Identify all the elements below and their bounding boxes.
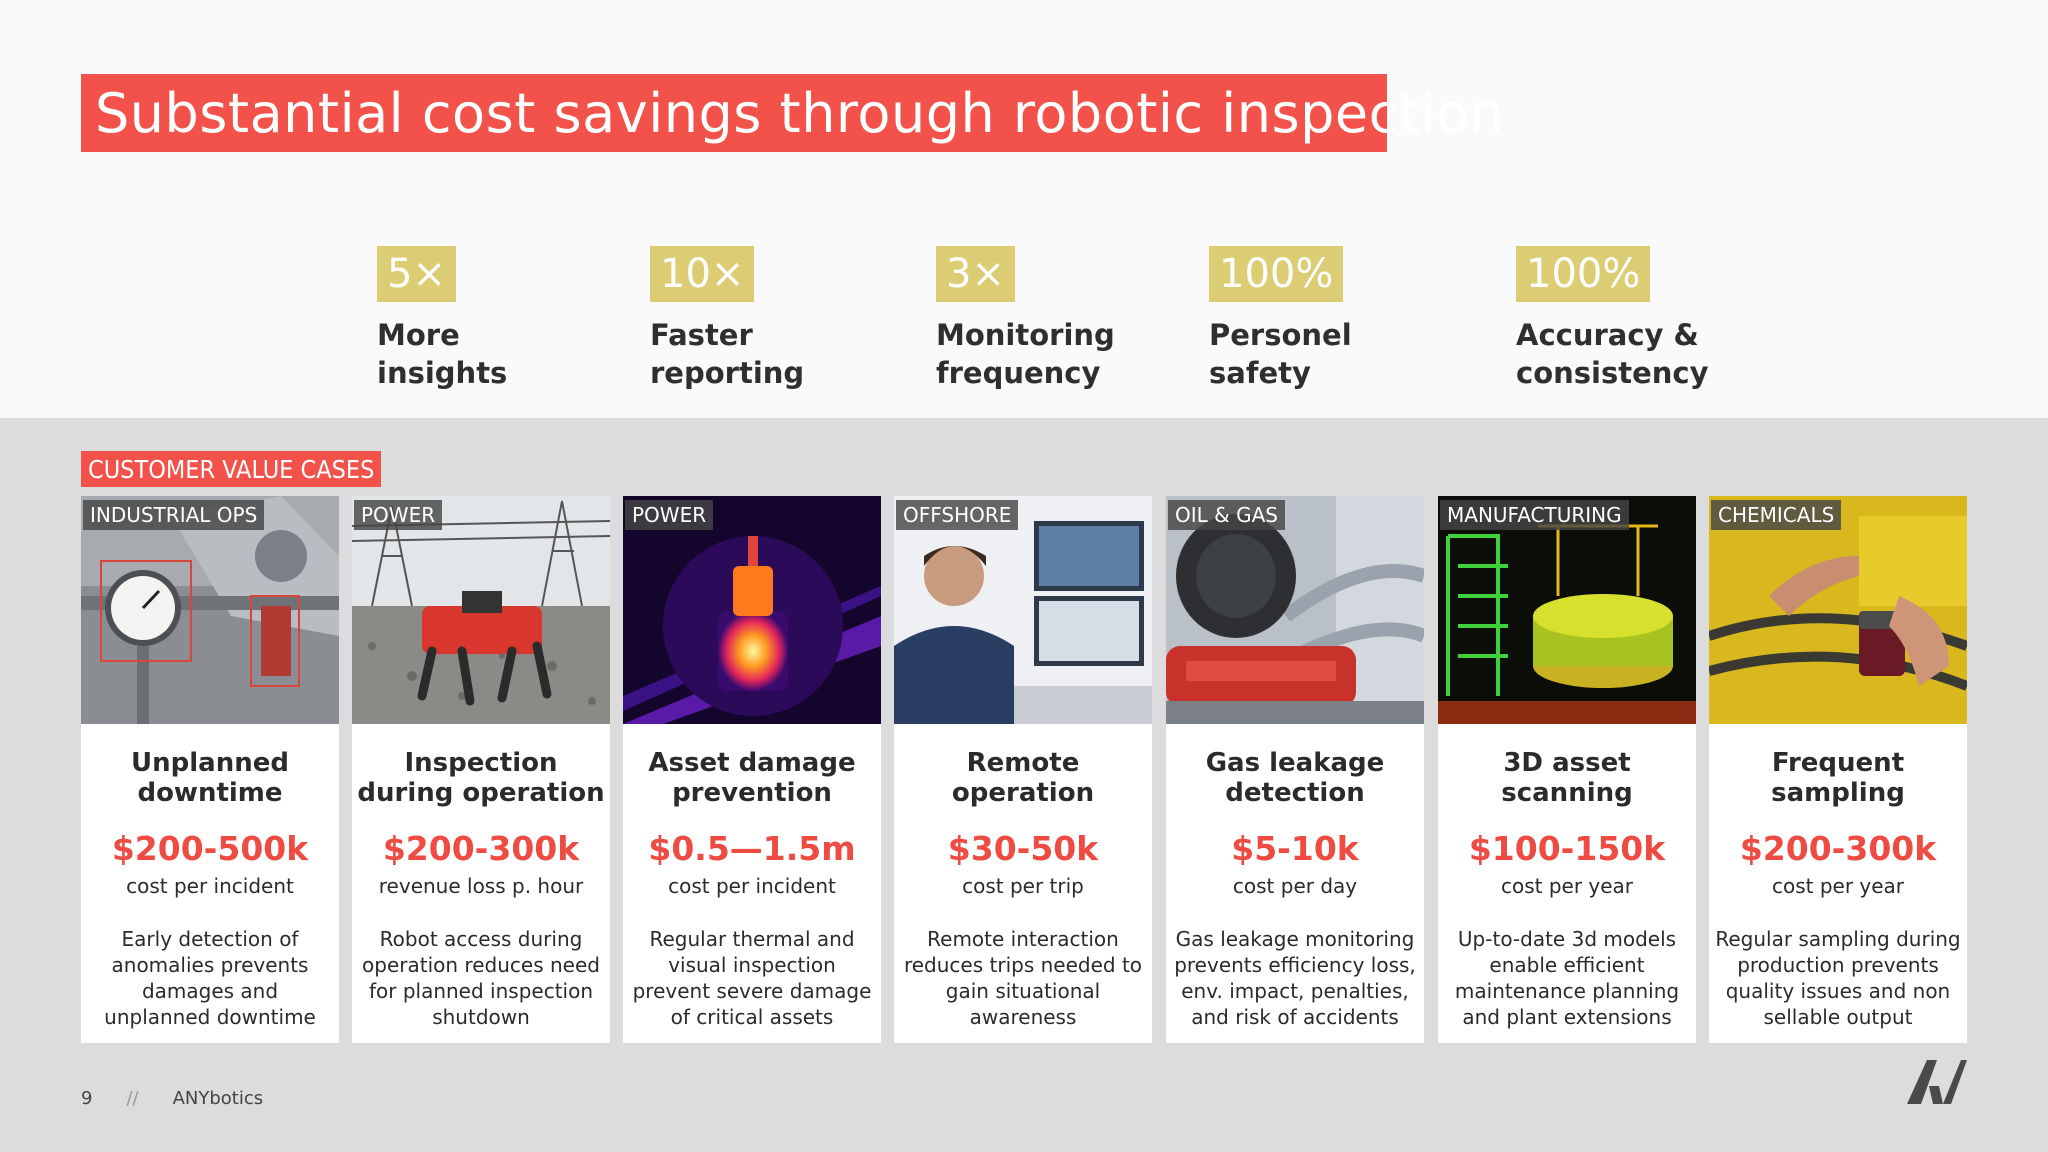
value-card-manufacturing: MANUFACTURING 3D asset scanning $100-150… (1438, 496, 1696, 1043)
stat-label: Accuracy & consistency (1516, 318, 1709, 390)
gauge-photo: INDUSTRIAL OPS (81, 496, 339, 724)
card-value: $5-10k (1231, 829, 1359, 868)
stat-insights: 5× More insights (377, 246, 507, 392)
card-title: Remote operation (951, 748, 1095, 808)
card-description: Early detection of anomalies prevents da… (104, 927, 316, 1029)
card-value: $100-150k (1468, 829, 1666, 868)
card-description: Robot access during operation reduces ne… (362, 927, 600, 1029)
title-banner: Substantial cost savings through robotic… (81, 74, 1504, 152)
card-value: $200-500k (111, 829, 309, 868)
stat-label: Faster reporting (650, 318, 805, 390)
category-tag: OFFSHORE (896, 500, 1019, 530)
value-card-industrial-ops: INDUSTRIAL OPS Unplanned downtime $200-5… (81, 496, 339, 1043)
card-unit: cost per incident (126, 874, 294, 898)
value-card-power-operation: POWER Inspection during operation $200-3… (352, 496, 610, 1043)
card-description: Gas leakage monitoring prevents efficien… (1174, 927, 1416, 1029)
card-value: $30-50k (947, 829, 1099, 868)
footer-separator: // (126, 1088, 139, 1109)
robot-substation-photo: POWER (352, 496, 610, 724)
section-label: CUSTOMER VALUE CASES (81, 451, 382, 487)
stat-value: 10× (650, 246, 755, 302)
card-value: $200-300k (1739, 829, 1937, 868)
footer: 9 // ANYbotics (81, 1088, 263, 1109)
stat-label: Monitoring frequency (936, 318, 1115, 390)
point-cloud-scan-photo: MANUFACTURING (1438, 496, 1696, 724)
card-unit: cost per incident (668, 874, 836, 898)
value-card-power-damage: POWER Asset damage prevention $0.5—1.5m … (623, 496, 881, 1043)
stat-value: 100% (1516, 246, 1651, 302)
card-unit: cost per year (1500, 874, 1634, 898)
card-unit: cost per year (1771, 874, 1905, 898)
card-value: $200-300k (382, 829, 580, 868)
page-number: 9 (81, 1088, 93, 1109)
value-card-oil-gas: OIL & GAS Gas leakage detection $5-10k c… (1166, 496, 1424, 1043)
category-tag: CHEMICALS (1711, 500, 1842, 530)
card-unit: revenue loss p. hour (378, 874, 584, 898)
stat-value: 5× (377, 246, 456, 302)
category-tag: INDUSTRIAL OPS (83, 500, 265, 530)
card-description: Up-to-date 3d models enable efficient ma… (1454, 927, 1680, 1029)
brand-name: ANYbotics (172, 1088, 264, 1109)
anybotics-logo-icon (1905, 1056, 1969, 1110)
stat-reporting: 10× Faster reporting (650, 246, 805, 392)
category-tag: POWER (354, 500, 443, 530)
card-unit: cost per trip (962, 874, 1084, 898)
stat-value: 100% (1209, 246, 1344, 302)
stat-safety: 100% Personel safety (1209, 246, 1352, 392)
thermal-image-photo: POWER (623, 496, 881, 724)
card-title: 3D asset scanning (1501, 748, 1633, 808)
sampling-photo: CHEMICALS (1709, 496, 1967, 724)
remote-operator-photo: OFFSHORE (894, 496, 1152, 724)
card-title: Gas leakage detection (1205, 748, 1385, 808)
card-description: Remote interaction reduces trips needed … (903, 927, 1143, 1029)
card-description: Regular thermal and visual inspection pr… (632, 927, 872, 1029)
category-tag: POWER (625, 500, 714, 530)
value-card-offshore: OFFSHORE Remote operation $30-50k cost p… (894, 496, 1152, 1043)
card-title: Inspection during operation (357, 748, 605, 808)
gas-detection-robot-photo: OIL & GAS (1166, 496, 1424, 724)
card-value: $0.5—1.5m (648, 829, 856, 868)
stat-value: 3× (936, 246, 1015, 302)
stat-label: More insights (377, 318, 508, 390)
card-description: Regular sampling during production preve… (1715, 927, 1961, 1029)
stat-label: Personel safety (1209, 318, 1352, 390)
card-title: Unplanned downtime (131, 748, 289, 808)
card-title: Frequent sampling (1771, 748, 1905, 808)
stat-accuracy: 100% Accuracy & consistency (1516, 246, 1716, 392)
page-title: Substantial cost savings through robotic… (95, 81, 1505, 145)
category-tag: OIL & GAS (1168, 500, 1285, 530)
header-band (0, 0, 2048, 418)
stat-monitoring: 3× Monitoring frequency (936, 246, 1116, 392)
value-card-chemicals: CHEMICALS Frequent sampling $200-300k co… (1709, 496, 1967, 1043)
category-tag: MANUFACTURING (1440, 500, 1629, 530)
card-unit: cost per day (1232, 874, 1358, 898)
card-title: Asset damage prevention (648, 748, 856, 808)
